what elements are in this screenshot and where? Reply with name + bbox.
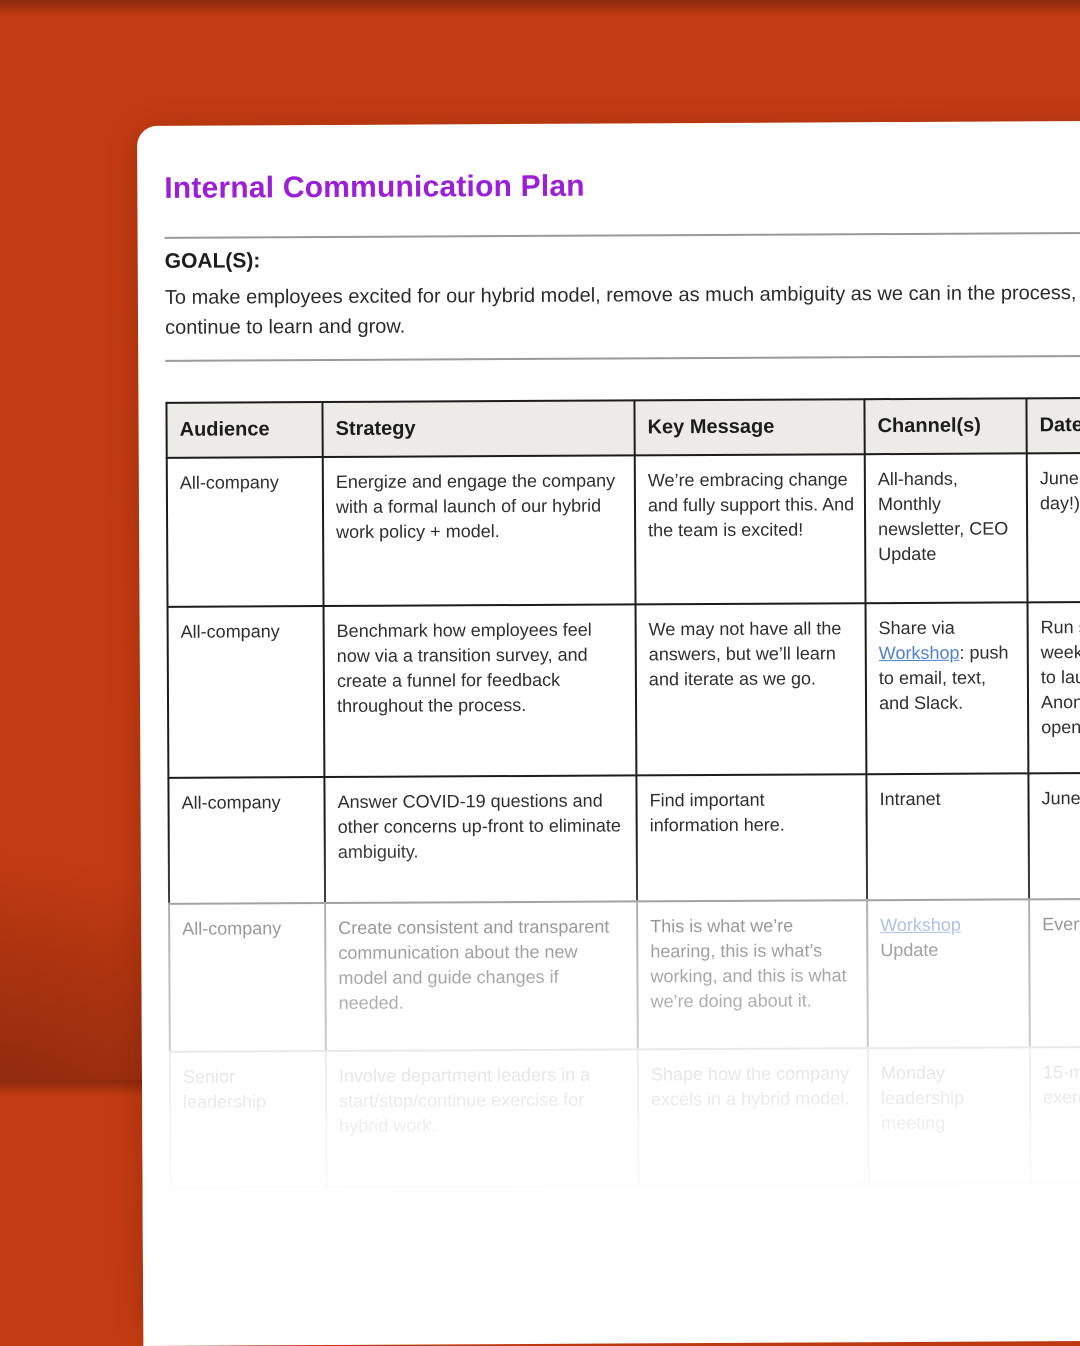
strategy-cell: Answer COVID-19 questions and other conc… — [323, 774, 636, 902]
key-message-cell: We may not have all the answers, but we’… — [635, 602, 866, 774]
date-line: June 31 (launch — [1040, 466, 1080, 492]
channel-cell: All-hands, Monthly newsletter, CEO Updat… — [864, 454, 1027, 602]
date-line: day!) — [1040, 491, 1080, 517]
page-title: Internal Communication Plan — [164, 160, 1080, 210]
table-header-row: Audience Strategy Key Message Channel(s)… — [165, 396, 1080, 458]
strategy-cell: Create consistent and transparent commun… — [324, 900, 637, 1050]
goal-line: To make employees excited for our hybrid… — [165, 275, 1080, 313]
date-line: weeks leading up — [1041, 640, 1080, 666]
channel-text: Intranet — [879, 789, 940, 809]
strategy-cell: Energize and engage the company with a f… — [322, 456, 635, 605]
date-cell: Every Friday — [1028, 897, 1080, 1046]
channel-cell: Workshop Update — [866, 898, 1029, 1047]
key-message-cell: Shape how the company excels in a hybrid… — [637, 1047, 868, 1186]
table-row: All-company Benchmark how employees feel… — [167, 600, 1080, 776]
date-line: 15-minute — [1043, 1060, 1080, 1086]
table-row: All-company Answer COVID-19 questions an… — [167, 771, 1080, 902]
audience-cell: All-company — [168, 902, 325, 1051]
audience-cell: All-company — [166, 458, 323, 606]
audience-cell: Senior leadership — [169, 1050, 326, 1189]
date-line: to launch. — [1041, 665, 1080, 691]
channel-text: All-hands, Monthly newsletter, CEO Updat… — [878, 469, 1008, 564]
channel-cell: Intranet — [865, 772, 1028, 899]
date-cell: June 31 — [1027, 771, 1080, 898]
channel-text: Update — [880, 940, 938, 960]
column-header-channels: Channel(s) — [863, 397, 1025, 455]
audience-cell: All-company — [167, 776, 324, 903]
strategy-cell: Benchmark how employees feel now via a t… — [323, 603, 636, 776]
strategy-cell: Involve department leaders in a start/st… — [325, 1048, 638, 1188]
document-card: Internal Communication Plan GOAL(S): To … — [137, 118, 1080, 1326]
date-line: opens late July. — [1041, 715, 1080, 741]
date-line: Run survey 2 — [1041, 615, 1080, 641]
goal-heading: GOAL(S): — [165, 241, 1080, 275]
table-row: Senior leadership Involve department lea… — [169, 1045, 1080, 1188]
divider — [165, 353, 1080, 362]
date-line: exercise — [1043, 1085, 1080, 1111]
goal-paragraph: To make employees excited for our hybrid… — [165, 275, 1080, 343]
key-message-cell: We’re embracing change and fully support… — [634, 455, 865, 603]
communication-plan-table: Audience Strategy Key Message Channel(s)… — [165, 396, 1080, 1188]
channel-cell: Share via Workshop: push to email, text,… — [865, 601, 1028, 773]
channel-text: Monday leadership meeting — [881, 1063, 964, 1133]
column-header-audience: Audience — [165, 401, 321, 459]
table-row: All-company Create consistent and transp… — [168, 897, 1080, 1050]
date-cell: 15-minute exercise — [1029, 1045, 1080, 1184]
channel-cell: Monday leadership meeting — [867, 1046, 1030, 1185]
audience-cell: All-company — [167, 605, 324, 777]
date-line: Anonymous; — [1041, 690, 1080, 716]
date-line: June 31 — [1041, 786, 1080, 812]
column-header-strategy: Strategy — [321, 399, 633, 458]
workshop-link[interactable]: Workshop — [880, 915, 961, 935]
table-row: All-company Energize and engage the comp… — [166, 453, 1080, 605]
key-message-cell: Find important information here. — [635, 773, 866, 900]
column-header-date-timing: Date/timing — [1025, 396, 1080, 454]
date-cell: June 31 (launch day!) — [1026, 453, 1080, 601]
divider — [165, 230, 1080, 239]
key-message-cell: This is what we’re hearing, this is what… — [636, 899, 867, 1048]
date-cell: Run survey 2 weeks leading up to launch.… — [1027, 600, 1080, 772]
workshop-link[interactable]: Workshop — [879, 643, 960, 663]
date-line: Every Friday — [1042, 912, 1080, 938]
channel-text: Share via — [879, 618, 955, 638]
column-header-key-message: Key Message — [633, 398, 863, 456]
